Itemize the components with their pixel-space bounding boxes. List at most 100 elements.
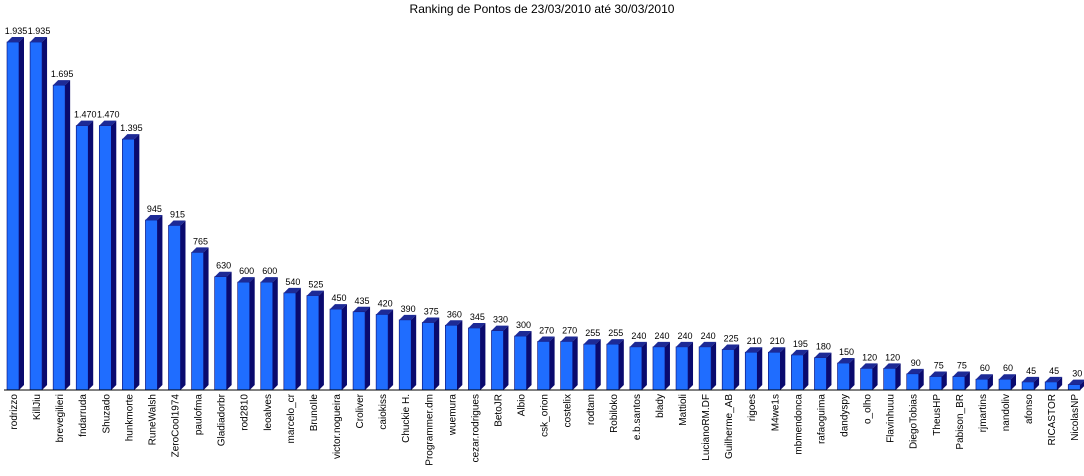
category-label: Flavinhuuu [886,394,897,443]
bar-side-face [941,371,947,390]
bar-side-face [1080,380,1084,390]
category-label: LucianoRM.DF [701,394,712,461]
bar-top-face [168,220,186,226]
bar-side-face [503,325,509,390]
bar-side-face [365,306,371,390]
bar-17 [398,314,417,391]
bar-15 [352,306,371,391]
bar-top-face [883,363,901,369]
category-label: e.b.santos [632,394,643,440]
bar-value-label: 240 [654,331,669,341]
bar-40 [929,371,947,391]
bar-top-face [929,371,947,377]
bar-side-face [88,120,94,391]
bar-front [629,346,643,391]
bar-side-face [295,287,301,390]
category-label: o_olho [863,394,874,424]
bar-46 [1067,379,1084,391]
bar-top-face [952,371,970,377]
category-label: rjmartins [978,394,989,432]
category-label: Pabison_BR [955,394,966,450]
bar-side-face [341,304,347,390]
bar-top-face [1068,379,1084,385]
bar-side-face [918,368,924,390]
bar-18 [421,317,440,391]
bar-front [721,349,735,391]
bar-side-face [157,215,163,390]
bar-front [883,368,896,391]
bar-top-face [445,320,463,326]
bar-side-face [849,358,855,390]
bar-front [6,41,20,391]
bar-side-face [65,80,71,391]
bar-top-face [583,339,601,345]
bar-front [375,314,389,391]
bar-21 [491,325,509,391]
bar-32 [744,347,763,391]
bar-value-label: 390 [401,304,416,314]
bar-top-face [422,317,440,323]
bar-top-face [1022,376,1040,382]
bar-front [560,341,573,391]
bar-front [791,354,804,391]
bar-side-face [272,277,278,390]
bar-front [29,41,43,391]
bar-10 [237,277,255,391]
bar-1 [29,37,48,391]
bar-front [583,343,597,391]
category-label: KillJiu [32,394,43,420]
bar-28 [652,341,670,391]
bar-top-face [99,120,117,126]
bar-44 [1021,376,1040,391]
category-label: RuneWalsh [147,394,158,445]
bar-side-face [1034,376,1040,390]
category-label: ZeroCool1974 [170,394,181,458]
bar-top-face [814,352,832,358]
category-label: rafaoguima [816,394,827,444]
bar-value-label: 225 [724,334,739,344]
bar-top-face [768,347,786,353]
bar-38 [883,363,901,391]
category-label: BetoJR [493,394,504,427]
bar-top-face [329,304,347,310]
bar-29 [675,341,694,391]
bar-front [445,324,458,391]
bar-value-label: 75 [957,361,967,371]
category-label: BrunoIle [309,394,320,432]
bar-side-face [964,371,970,390]
category-label: DiegoTobias [909,394,920,449]
category-label: rodrizzo [9,394,20,430]
bar-33 [768,347,786,391]
bar-side-face [434,317,440,390]
category-label: TheusHP [932,394,943,436]
bar-top-face [1045,376,1063,382]
bar-7 [168,220,186,391]
bar-side-face [134,134,140,390]
bar-top-face [975,374,993,380]
bar-top-face [629,341,647,347]
category-label: rigoes [747,394,758,421]
bar-value-label: 210 [770,336,785,346]
bar-side-face [780,347,786,390]
bar-side-face [595,339,601,390]
category-label: csk_orion [540,394,551,437]
bar-top-face [53,80,71,86]
bar-top-face [491,325,509,331]
bar-20 [468,322,486,391]
category-label: nandoliv [1001,394,1012,431]
bar-11 [260,277,278,391]
category-label: afonso [1024,394,1035,424]
category-label: NicolasNP [1070,394,1081,441]
bar-24 [560,336,578,391]
category-label: fndarruda [78,394,89,437]
bar-value-label: 240 [631,331,646,341]
bar-side-face [664,341,670,390]
bar-value-label: 45 [1049,366,1059,376]
bar-23 [537,336,555,391]
bar-front [398,319,412,391]
bar-value-label: 120 [862,352,877,362]
bar-8 [191,247,209,391]
bar-side-face [641,341,647,390]
bar-front [768,351,781,391]
bar-top-face [537,336,555,342]
